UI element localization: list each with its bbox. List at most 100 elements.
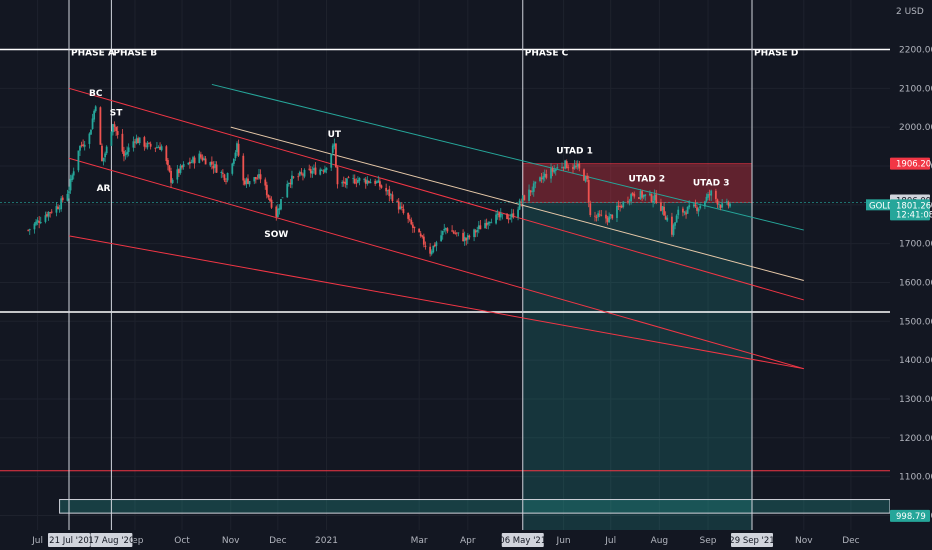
candle-body (532, 183, 535, 192)
candle (276, 204, 279, 218)
candle-body (433, 244, 436, 247)
candle-body (47, 211, 50, 217)
candle (66, 189, 69, 202)
candle (410, 217, 413, 226)
candle (369, 178, 372, 184)
candle-body (134, 141, 136, 143)
candle (631, 192, 634, 197)
candle-body (686, 206, 689, 214)
candle (170, 167, 172, 188)
candle (655, 190, 658, 205)
candle (179, 163, 182, 175)
candle (545, 169, 548, 180)
candle-body (311, 170, 314, 174)
candle (178, 168, 180, 178)
candle (344, 178, 347, 188)
candle (325, 167, 328, 174)
time-highlight-label: 21 Jul '20 (49, 536, 89, 546)
time-highlight-bg (731, 533, 773, 547)
zone-support (59, 499, 891, 514)
candle-body (496, 213, 499, 215)
candle-body (410, 219, 413, 225)
candle (696, 205, 698, 214)
candle-body (671, 216, 673, 235)
candle (300, 168, 303, 176)
candle (532, 180, 535, 197)
time-axis-tick: Jul (604, 536, 616, 546)
candle (91, 113, 94, 130)
candle (649, 190, 651, 197)
candle-body (608, 216, 611, 223)
candle-body (178, 169, 180, 174)
candle-body (245, 178, 248, 185)
candle-body (181, 165, 183, 168)
candle-body (149, 143, 152, 147)
candle (551, 166, 554, 177)
candle-body (188, 161, 191, 164)
candle-body (685, 212, 687, 215)
candle-body (126, 151, 128, 155)
candle-body (91, 118, 94, 129)
candle-body (627, 201, 629, 203)
wyckoff-label: UT (328, 130, 342, 140)
candle-body (353, 178, 356, 184)
candle-body (655, 194, 658, 204)
candle (564, 159, 567, 170)
phase-label: PHASE B (113, 48, 157, 58)
candle-body (418, 228, 421, 233)
candle (619, 201, 622, 212)
candle-body (485, 222, 488, 226)
candle (488, 221, 491, 226)
candle-body (650, 194, 653, 202)
candle-body (586, 175, 589, 180)
candle-body (638, 197, 640, 199)
candle-body (302, 174, 304, 176)
candle (454, 230, 457, 235)
candle (432, 245, 435, 254)
candle (421, 234, 424, 239)
candle-body (190, 162, 193, 163)
candle (710, 189, 713, 201)
candle-body (721, 203, 724, 208)
candle-body (682, 208, 684, 213)
candle (123, 146, 125, 162)
candle-body (716, 199, 719, 205)
candle (573, 160, 576, 170)
candle (542, 172, 545, 184)
candle-body (454, 232, 457, 234)
candle-body (518, 200, 521, 210)
candle (104, 151, 107, 163)
candle-body (466, 235, 469, 240)
candle-body (499, 213, 502, 218)
candle-body (396, 200, 399, 202)
candle-body (694, 204, 697, 207)
price-axis-tick: 2100.00 (899, 84, 932, 94)
candle (199, 151, 202, 160)
candle (167, 157, 169, 171)
candle-body (718, 204, 720, 205)
candle (160, 144, 163, 152)
candle-body (77, 150, 80, 171)
candle-body (542, 176, 545, 180)
candle (367, 180, 370, 184)
candle-body (572, 167, 574, 170)
candle-body (204, 158, 207, 165)
candle (462, 229, 464, 242)
candle (583, 168, 585, 181)
candle (320, 168, 323, 172)
candle-body (506, 213, 508, 220)
candle (116, 126, 119, 139)
candle (49, 211, 52, 218)
candle-body (631, 193, 634, 195)
candle (627, 196, 629, 205)
candle-body (347, 177, 350, 179)
candle (135, 134, 138, 145)
candle-body (193, 157, 196, 164)
candle (259, 169, 262, 184)
time-highlight-bg (90, 533, 133, 547)
candle (653, 189, 656, 205)
candle (35, 218, 37, 226)
candle-body (619, 205, 622, 207)
candle (209, 161, 212, 168)
